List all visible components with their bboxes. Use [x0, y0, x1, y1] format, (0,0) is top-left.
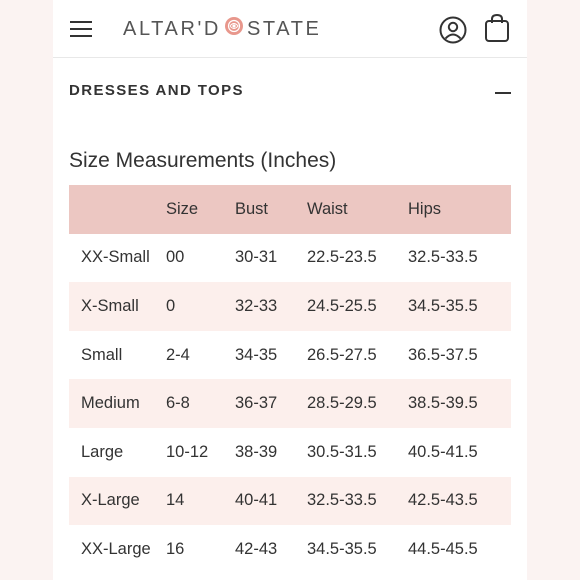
- table-header-row: Size Bust Waist Hips: [69, 185, 511, 234]
- size-number-cell: 16: [166, 539, 185, 558]
- column-header: [69, 185, 166, 234]
- table-row: X-Large 14 40-41 32.5-33.5 42.5-43.5: [69, 476, 511, 526]
- size-chart-title: Size Measurements (Inches): [69, 149, 337, 172]
- table-row: X-Small 0 32-33 24.5-25.5 34.5-35.5: [69, 282, 511, 331]
- waist-cell: 24.5-25.5: [307, 296, 377, 315]
- hips-cell: 44.5-45.5: [408, 539, 478, 558]
- size-name-cell: Large: [81, 442, 124, 461]
- size-name-cell: X-Small: [81, 296, 139, 315]
- size-name-cell: X-Large: [81, 491, 140, 510]
- waist-cell: 22.5-23.5: [307, 248, 377, 267]
- bust-cell: 38-39: [235, 442, 278, 461]
- waist-cell: 32.5-33.5: [307, 491, 377, 510]
- hips-cell: 42.5-43.5: [408, 491, 478, 510]
- dresses-and-tops-accordion[interactable]: DRESSES AND TOPS: [69, 80, 511, 106]
- page: ALTAR'D STATE: [53, 0, 527, 580]
- hips-cell: 32.5-33.5: [408, 248, 478, 267]
- hips-cell: 36.5-37.5: [408, 345, 478, 364]
- waist-cell: 34.5-35.5: [307, 539, 377, 558]
- waist-cell: 28.5-29.5: [307, 394, 377, 413]
- size-name-cell: Medium: [81, 394, 140, 413]
- minus-collapse-icon[interactable]: [495, 92, 511, 94]
- table-row: XX-Small 00 30-31 22.5-23.5 32.5-33.5: [69, 234, 511, 283]
- flower-logo-icon: [224, 16, 244, 42]
- size-chart-table: Size Bust Waist Hips XX-Small 00 30-31 2…: [69, 185, 511, 574]
- hips-cell: 40.5-41.5: [408, 442, 478, 461]
- size-name-cell: Small: [81, 345, 123, 364]
- hips-cell: 38.5-39.5: [408, 394, 478, 413]
- size-number-cell: 00: [166, 248, 185, 267]
- waist-cell: 26.5-27.5: [307, 345, 377, 364]
- size-number-cell: 2-4: [166, 345, 190, 364]
- column-header-bust: Bust: [235, 199, 269, 218]
- column-header-waist: Waist: [307, 199, 348, 218]
- logo-text-right: STATE: [246, 17, 322, 40]
- waist-cell: 30.5-31.5: [307, 442, 377, 461]
- hamburger-menu-icon[interactable]: [70, 19, 94, 39]
- size-number-cell: 0: [166, 296, 176, 315]
- table-row: XX-Large 16 42-43 34.5-35.5 44.5-45.5: [69, 525, 511, 574]
- section-title: DRESSES AND TOPS: [69, 82, 244, 99]
- size-number-cell: 14: [166, 491, 185, 510]
- logo-text-left: ALTAR'D: [123, 17, 221, 40]
- bust-cell: 34-35: [235, 345, 278, 364]
- user-account-icon[interactable]: [439, 16, 467, 44]
- hips-cell: 34.5-35.5: [408, 296, 478, 315]
- bust-cell: 30-31: [235, 248, 278, 267]
- size-name-cell: XX-Small: [81, 248, 150, 267]
- bust-cell: 42-43: [235, 539, 278, 558]
- size-name-cell: XX-Large: [81, 539, 151, 558]
- column-header-hips: Hips: [408, 199, 442, 218]
- site-header: ALTAR'D STATE: [53, 0, 527, 58]
- table-row: Large 10-12 38-39 30.5-31.5 40.5-41.5: [69, 428, 511, 477]
- brand-logo[interactable]: ALTAR'D STATE: [123, 17, 321, 41]
- bust-cell: 36-37: [235, 394, 278, 413]
- bust-cell: 32-33: [235, 296, 278, 315]
- size-number-cell: 10-12: [166, 442, 209, 461]
- column-header-size: Size: [166, 199, 199, 218]
- size-number-cell: 6-8: [166, 394, 190, 413]
- table-row: Small 2-4 34-35 26.5-27.5 36.5-37.5: [69, 331, 511, 380]
- table-row: Medium 6-8 36-37 28.5-29.5 38.5-39.5: [69, 379, 511, 428]
- bust-cell: 40-41: [235, 491, 278, 510]
- shopping-bag-icon[interactable]: [484, 13, 510, 43]
